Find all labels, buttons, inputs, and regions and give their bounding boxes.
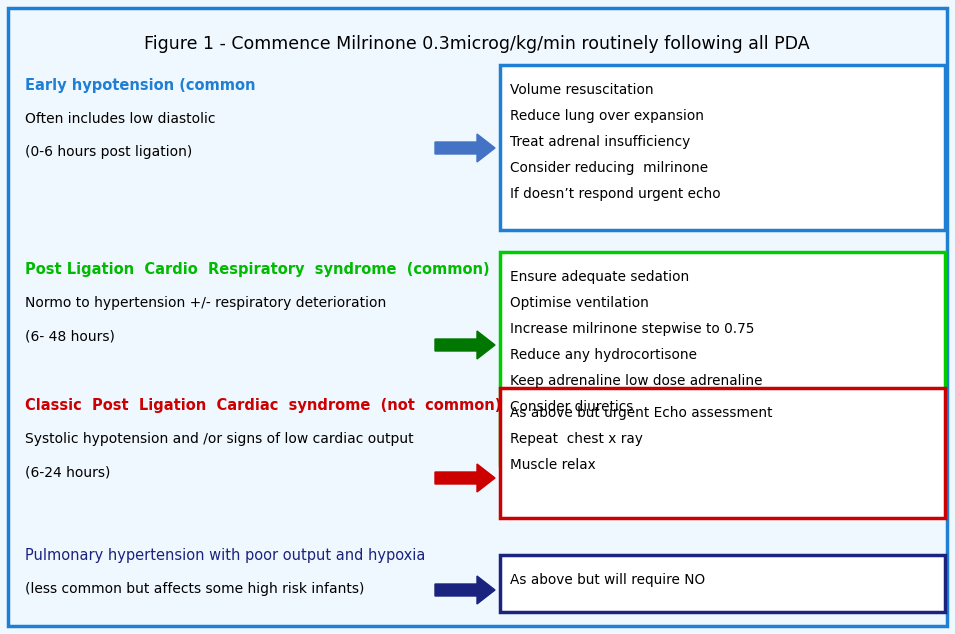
Text: Treat adrenal insufficiency: Treat adrenal insufficiency <box>510 135 690 149</box>
Text: If doesn’t respond urgent echo: If doesn’t respond urgent echo <box>510 187 721 201</box>
Text: Reduce lung over expansion: Reduce lung over expansion <box>510 109 704 123</box>
Text: (6- 48 hours): (6- 48 hours) <box>25 330 115 344</box>
Text: Reduce any hydrocortisone: Reduce any hydrocortisone <box>510 348 697 362</box>
Text: (6-24 hours): (6-24 hours) <box>25 465 111 479</box>
Text: Increase milrinone stepwise to 0.75: Increase milrinone stepwise to 0.75 <box>510 322 754 336</box>
FancyArrow shape <box>435 134 495 162</box>
Text: Figure 1 - Commence Milrinone 0.3microg/kg/min routinely following all PDA: Figure 1 - Commence Milrinone 0.3microg/… <box>144 35 810 53</box>
Text: Systolic hypotension and /or signs of low cardiac output: Systolic hypotension and /or signs of lo… <box>25 432 414 446</box>
Text: Classic  Post  Ligation  Cardiac  syndrome  (not  common): Classic Post Ligation Cardiac syndrome (… <box>25 398 501 413</box>
Text: As above but will require NO: As above but will require NO <box>510 573 705 587</box>
Text: Optimise ventilation: Optimise ventilation <box>510 296 648 310</box>
FancyArrow shape <box>435 464 495 492</box>
Text: As above but urgent Echo assessment: As above but urgent Echo assessment <box>510 406 773 420</box>
Text: Pulmonary hypertension with poor output and hypoxia: Pulmonary hypertension with poor output … <box>25 548 425 563</box>
Bar <box>500 388 945 518</box>
Text: Post Ligation  Cardio  Respiratory  syndrome  (common): Post Ligation Cardio Respiratory syndrom… <box>25 262 490 277</box>
Bar <box>500 555 945 612</box>
FancyArrow shape <box>435 576 495 604</box>
Bar <box>500 252 945 465</box>
Text: Ensure adequate sedation: Ensure adequate sedation <box>510 270 690 284</box>
Text: Repeat  chest x ray: Repeat chest x ray <box>510 432 643 446</box>
Text: Normo to hypertension +/- respiratory deterioration: Normo to hypertension +/- respiratory de… <box>25 296 386 310</box>
Bar <box>500 65 945 230</box>
Text: Consider diuretics: Consider diuretics <box>510 400 633 414</box>
Text: Consider reducing  milrinone: Consider reducing milrinone <box>510 161 708 175</box>
Text: Muscle relax: Muscle relax <box>510 458 596 472</box>
Text: (0-6 hours post ligation): (0-6 hours post ligation) <box>25 145 192 159</box>
Text: Keep adrenaline low dose adrenaline: Keep adrenaline low dose adrenaline <box>510 374 762 388</box>
FancyArrow shape <box>435 331 495 359</box>
Text: (less common but affects some high risk infants): (less common but affects some high risk … <box>25 582 365 596</box>
Text: Often includes low diastolic: Often includes low diastolic <box>25 112 216 126</box>
Text: Volume resuscitation: Volume resuscitation <box>510 83 653 97</box>
Text: Early hypotension (common: Early hypotension (common <box>25 78 256 93</box>
